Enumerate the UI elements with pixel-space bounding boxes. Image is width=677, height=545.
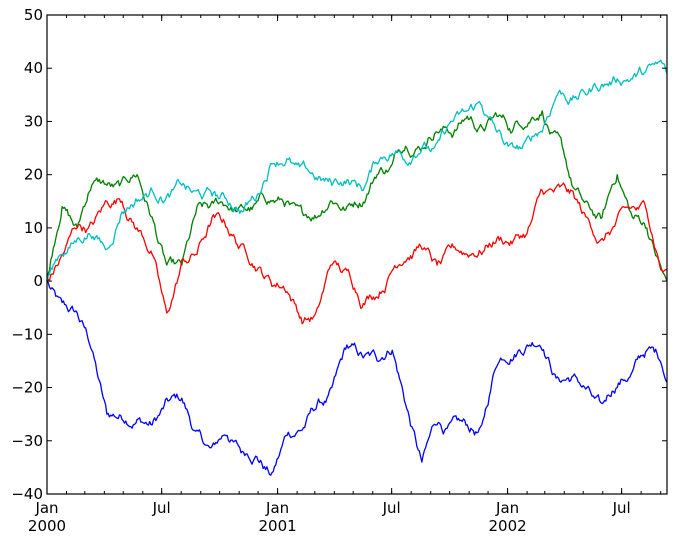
y-tick-label: 50 (24, 6, 43, 24)
series-line-D (46, 59, 668, 282)
x-tick-label-year: 2002 (488, 517, 526, 535)
y-tick-label: 0 (33, 272, 43, 290)
y-tick-label: −20 (11, 379, 43, 397)
x-tick-label-month: Jan (265, 499, 289, 517)
y-tick-label: −40 (11, 485, 43, 503)
x-tick-label-month: Jul (612, 499, 631, 517)
series-line-B (46, 110, 668, 282)
y-tick-label: −30 (11, 432, 43, 450)
y-axis-tick-labels: −40 −30 −20 −10 0 10 20 30 40 50 (11, 6, 43, 503)
x-tick-label-year: 2000 (28, 517, 66, 535)
series-line-C (46, 182, 668, 325)
y-tick-label: −10 (11, 325, 43, 343)
x-tick-label-month: Jul (152, 499, 171, 517)
x-tick-label-year: 2001 (259, 517, 297, 535)
series-lines (46, 59, 668, 476)
plot-frame (46, 14, 668, 495)
x-tick-label-month: Jan (34, 499, 58, 517)
y-tick-label: 10 (24, 219, 43, 237)
x-tick-label-month: Jan (495, 499, 519, 517)
x-tick-label-month: Jul (382, 499, 401, 517)
axis-ticks (46, 14, 667, 495)
y-tick-label: 20 (24, 166, 43, 184)
series-line-A (46, 280, 668, 476)
y-tick-label: 30 (24, 112, 43, 130)
y-tick-label: 40 (24, 59, 43, 77)
